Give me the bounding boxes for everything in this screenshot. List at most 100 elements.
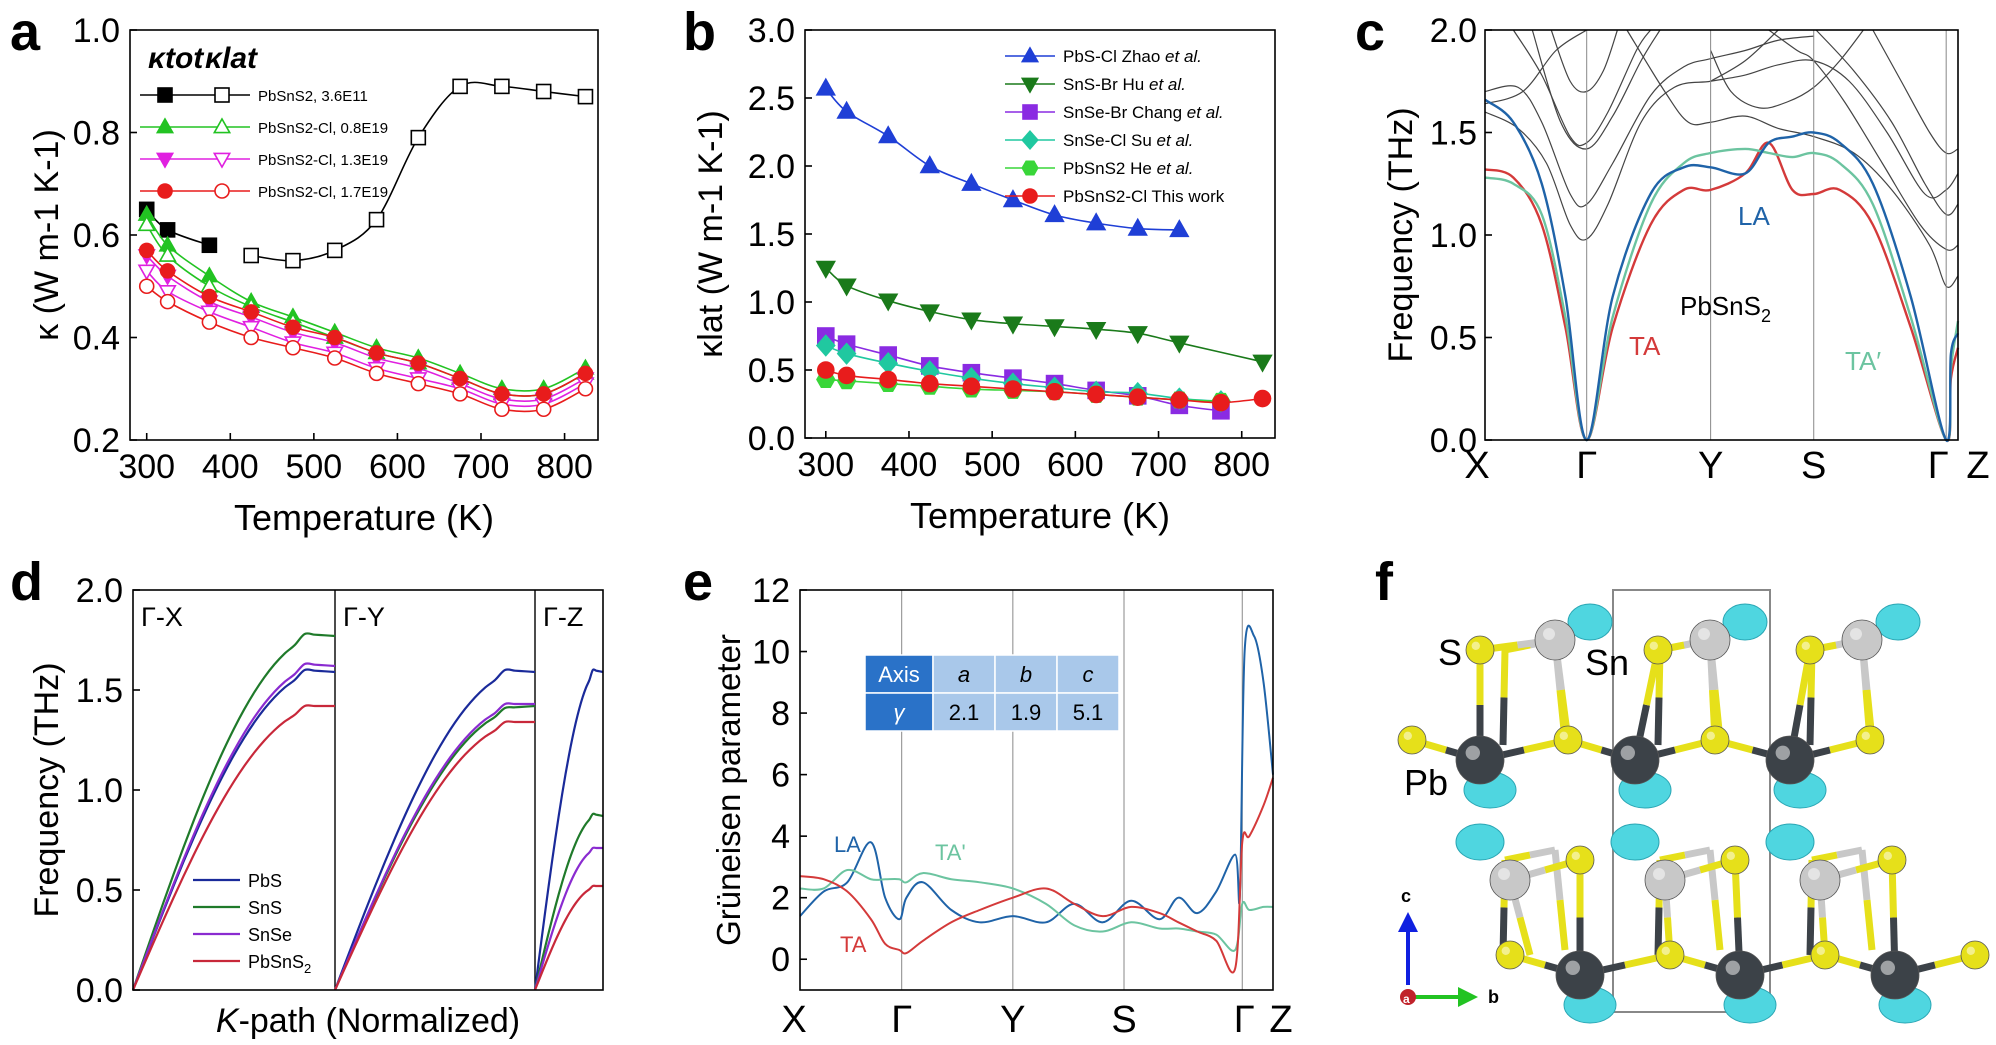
d-dispersion-curve <box>131 632 336 991</box>
c-kpoint-label: Γ <box>1928 445 1949 487</box>
d-subpanel-label: Γ-X <box>141 602 183 632</box>
d-dispersion-curve <box>533 668 604 991</box>
f-atom-s <box>1553 725 1583 755</box>
f-atom-sn <box>1799 859 1841 901</box>
c-acoustic-branch <box>1484 141 1960 442</box>
d-dispersion-curve <box>131 662 336 991</box>
f-bond <box>1500 649 1509 698</box>
b-legend-label: PbS-Cl Zhao et al. <box>1063 47 1202 66</box>
a-data-point <box>158 284 177 302</box>
e-ytick-label: 6 <box>771 757 790 795</box>
e-mode-label-tap: TA' <box>935 840 966 865</box>
b-data-point <box>1002 189 1024 208</box>
f-bond <box>1711 899 1724 951</box>
b-data-point <box>1212 393 1230 412</box>
f-electron-lobe <box>1610 823 1660 861</box>
f-atom-pb <box>1555 950 1605 1000</box>
c-ytick-label: 2.0 <box>1430 12 1477 50</box>
panel-label-e: e <box>683 552 713 612</box>
f-bond <box>1659 851 1686 864</box>
b-data-point <box>1044 319 1065 338</box>
a-data-point <box>201 237 218 254</box>
b-legend-marker <box>1022 188 1038 204</box>
panel-label-d: d <box>10 552 43 612</box>
e-mode-label-la: LA <box>834 832 861 857</box>
b-data-point <box>1085 212 1107 231</box>
f-bond <box>1529 846 1556 859</box>
d-legend-sub: 2 <box>304 961 311 976</box>
f-bond <box>1499 697 1508 746</box>
b-data-point <box>815 77 836 96</box>
b-ytick-label: 0.0 <box>748 420 795 458</box>
f-bond <box>1863 899 1876 951</box>
a-data-point <box>494 386 510 402</box>
d-ylabel: Frequency (THz) <box>28 662 66 917</box>
b-xlabel: Temperature (K) <box>910 495 1170 536</box>
f-atom-pb-highlight <box>1775 745 1791 760</box>
b-data-point <box>1169 219 1190 238</box>
e-ytick-label: 8 <box>771 695 790 733</box>
d-legend-main: PbSnS <box>248 952 304 972</box>
f-atom-s-highlight <box>1726 851 1736 860</box>
unit-cell-box <box>1612 589 1771 1013</box>
d-xlabel-k: K <box>216 1002 240 1040</box>
f-atom-s <box>1877 845 1907 875</box>
b-plot-frame <box>804 29 1276 439</box>
b-legend-etal: et al. <box>1157 131 1194 150</box>
f-atom-s-highlight <box>1661 946 1671 955</box>
b-data-point <box>919 155 940 174</box>
c-mode-label-tap: TA′ <box>1845 346 1881 376</box>
f-atom-s <box>1855 725 1885 755</box>
b-data-point <box>1253 389 1272 408</box>
c-kpoint-label: S <box>1801 445 1826 487</box>
b-data-point <box>1169 335 1190 354</box>
e-ytick-label: 0 <box>771 941 790 979</box>
a-data-point <box>494 78 510 95</box>
e-kpoint-label: S <box>1111 999 1136 1041</box>
atom-label-s: S <box>1438 632 1462 673</box>
a-data-point <box>201 314 218 330</box>
a-ytick-label: 0.6 <box>73 217 120 255</box>
panel-label-f: f <box>1375 552 1394 612</box>
e-gruneisen-curve <box>799 777 1274 974</box>
b-data-point <box>836 342 857 365</box>
b-data-point <box>816 361 835 379</box>
f-atom-pb-highlight <box>1880 960 1896 975</box>
c-kpoint-label: Z <box>1966 445 1989 487</box>
panel-a-chart: 300 400 500 600 700 800 0.2 0.4 0.6 0.8 1.0 Tempera… <box>28 12 599 538</box>
a-data-point <box>368 211 385 228</box>
a-data-point <box>326 242 343 259</box>
b-legend-marker <box>1022 104 1038 120</box>
c-kpoint-label: X <box>1464 445 1489 487</box>
f-atom-s-highlight <box>1861 731 1871 740</box>
b-data-point <box>1170 391 1189 409</box>
e-ytick-label: 10 <box>752 634 790 672</box>
a-data-point <box>535 386 552 402</box>
c-material-label: PbSnS2 <box>1680 291 1771 326</box>
b-data-point <box>920 374 939 393</box>
a-data-point <box>577 88 594 105</box>
a-data-point <box>159 293 176 310</box>
f-atom-sn-highlight <box>1543 628 1555 640</box>
b-legend-name: SnSe-Cl Su <box>1063 131 1157 150</box>
e-table-text: 1.9 <box>1011 700 1042 725</box>
a-data-point <box>137 215 156 232</box>
b-xtick-label: 300 <box>797 446 854 484</box>
d-dispersion-curve <box>131 668 336 991</box>
f-atom-s-highlight <box>1501 946 1511 955</box>
f-atom-sn-highlight <box>1698 628 1710 640</box>
a-legend-marker <box>157 183 173 199</box>
atom-label-sn: Sn <box>1585 642 1629 683</box>
f-atom-pb <box>1610 735 1660 785</box>
a-legend-marker <box>214 87 230 103</box>
d-dispersion-curve <box>533 884 603 991</box>
b-data-point <box>878 293 899 312</box>
a-data-point <box>200 305 219 322</box>
a-xtick-label: 600 <box>369 448 426 486</box>
a-data-point <box>243 329 259 346</box>
f-atom-s <box>1643 635 1673 665</box>
d-ytick-label: 1.5 <box>76 672 123 710</box>
f-bond <box>1556 899 1569 951</box>
a-data-point <box>159 222 176 238</box>
b-data-point <box>815 334 836 357</box>
